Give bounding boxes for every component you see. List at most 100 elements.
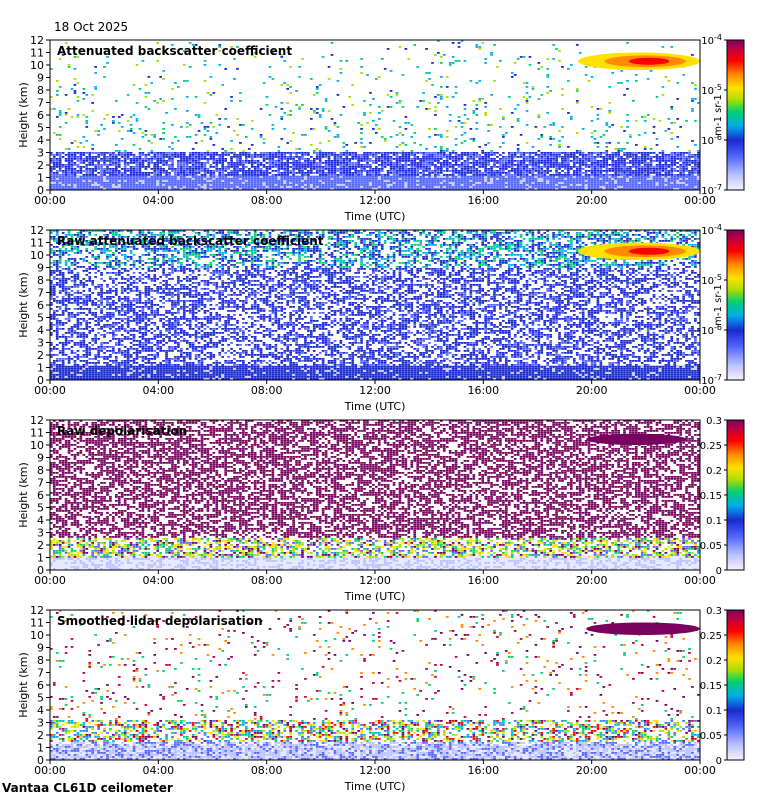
- x-tick-label: 12:00: [359, 574, 391, 587]
- colorbar-unit: m-1 sr-1: [713, 284, 724, 326]
- x-tick-label: 00:00: [34, 764, 66, 777]
- y-tick-label: 4: [37, 514, 44, 527]
- colorbar-tick-label: 0.1: [706, 516, 722, 527]
- y-tick-label: 1: [37, 172, 44, 185]
- colorbar-tick-label: 0.15: [700, 491, 722, 502]
- y-tick-label: 4: [37, 324, 44, 337]
- y-tick-label: 7: [37, 667, 44, 680]
- y-tick-label: 11: [30, 617, 44, 630]
- x-tick-label: 04:00: [142, 384, 174, 397]
- y-tick-label: 7: [37, 97, 44, 110]
- y-tick-label: 12: [30, 604, 44, 617]
- y-tick-label: 3: [37, 147, 44, 160]
- x-tick-label: 12:00: [359, 384, 391, 397]
- x-axis-label: Time (UTC): [344, 780, 406, 793]
- x-tick-label: 08:00: [251, 384, 283, 397]
- x-tick-label: 16:00: [467, 194, 499, 207]
- y-tick-label: 8: [37, 464, 44, 477]
- y-tick-label: 9: [37, 642, 44, 655]
- colorbar: [727, 610, 744, 760]
- panel-title: Raw attenuated backscatter coefficient: [57, 234, 324, 248]
- colorbar-tick-label: 10-4: [701, 33, 722, 47]
- x-tick-label: 04:00: [142, 574, 174, 587]
- x-tick-label: 04:00: [142, 764, 174, 777]
- x-tick-label: 12:00: [359, 194, 391, 207]
- y-tick-label: 5: [37, 692, 44, 705]
- y-tick-label: 11: [30, 237, 44, 250]
- x-tick-label: 00:00: [34, 384, 66, 397]
- y-tick-label: 5: [37, 122, 44, 135]
- x-tick-label: 20:00: [576, 764, 608, 777]
- colorbar-tick-label: 0.2: [706, 656, 722, 667]
- x-tick-label: 08:00: [251, 764, 283, 777]
- colorbar-tick-label: 0: [716, 756, 722, 767]
- y-tick-label: 5: [37, 312, 44, 325]
- panel-title: Smoothed lidar depolarisation: [57, 614, 263, 628]
- x-tick-label: 20:00: [576, 194, 608, 207]
- colorbar-tick-label: 0: [716, 566, 722, 577]
- y-tick-label: 7: [37, 477, 44, 490]
- colorbar-tick-label: 0.15: [700, 681, 722, 692]
- cirrus-cloud: [586, 434, 686, 445]
- chart-panel-4: Smoothed lidar depolarisation01234567891…: [17, 604, 744, 793]
- x-tick-label: 12:00: [359, 764, 391, 777]
- panel-title: Attenuated backscatter coefficient: [57, 44, 292, 58]
- x-tick-label: 00:00: [684, 574, 716, 587]
- colorbar-tick-label: 10-7: [701, 183, 722, 197]
- y-tick-label: 3: [37, 337, 44, 350]
- colorbar-tick-label: 10-7: [701, 373, 722, 387]
- y-tick-label: 10: [30, 439, 44, 452]
- colorbar-tick-label: 0.25: [700, 631, 722, 642]
- y-tick-label: 2: [37, 539, 44, 552]
- y-tick-label: 6: [37, 679, 44, 692]
- ceilometer-figure: Attenuated backscatter coefficient012345…: [0, 0, 780, 800]
- y-tick-label: 7: [37, 287, 44, 300]
- x-axis-label: Time (UTC): [344, 210, 406, 223]
- y-tick-label: 2: [37, 349, 44, 362]
- y-tick-label: 1: [37, 362, 44, 375]
- chart-panel-2: Raw attenuated backscatter coefficient01…: [17, 223, 744, 413]
- y-tick-label: 5: [37, 502, 44, 515]
- y-tick-label: 12: [30, 224, 44, 237]
- colorbar-tick-label: 0.3: [706, 416, 722, 427]
- x-axis-label: Time (UTC): [344, 400, 406, 413]
- x-tick-label: 20:00: [576, 384, 608, 397]
- colorbar-unit: m-1 sr-1: [713, 94, 724, 136]
- y-tick-label: 4: [37, 704, 44, 717]
- colorbar-tick-label: 0.05: [700, 541, 722, 552]
- colorbar: [727, 420, 744, 570]
- y-tick-label: 1: [37, 742, 44, 755]
- chart-panel-1: Attenuated backscatter coefficient012345…: [17, 33, 744, 223]
- panel-title: Raw depolarisation: [57, 424, 187, 438]
- y-axis-label: Height (km): [17, 272, 30, 338]
- colorbar: [727, 230, 744, 380]
- y-tick-label: 6: [37, 109, 44, 122]
- colorbar-tick-label: 0.1: [706, 706, 722, 717]
- y-tick-label: 1: [37, 552, 44, 565]
- x-tick-label: 08:00: [251, 574, 283, 587]
- y-tick-label: 4: [37, 134, 44, 147]
- y-tick-label: 3: [37, 527, 44, 540]
- colorbar: [727, 40, 744, 190]
- y-tick-label: 3: [37, 717, 44, 730]
- y-tick-label: 9: [37, 72, 44, 85]
- y-tick-label: 9: [37, 262, 44, 275]
- colorbar-tick-label: 0.05: [700, 731, 722, 742]
- cirrus-cloud: [578, 243, 700, 261]
- y-axis-label: Height (km): [17, 652, 30, 718]
- x-tick-label: 00:00: [34, 574, 66, 587]
- x-tick-label: 00:00: [34, 194, 66, 207]
- y-tick-label: 12: [30, 414, 44, 427]
- cirrus-cloud: [578, 53, 700, 71]
- x-tick-label: 00:00: [684, 764, 716, 777]
- cirrus-cloud: [586, 623, 700, 636]
- y-tick-label: 12: [30, 34, 44, 47]
- x-tick-label: 04:00: [142, 194, 174, 207]
- y-tick-label: 2: [37, 729, 44, 742]
- y-tick-label: 6: [37, 489, 44, 502]
- colorbar-tick-label: 10-4: [701, 223, 722, 237]
- y-tick-label: 11: [30, 47, 44, 60]
- x-tick-label: 16:00: [467, 574, 499, 587]
- x-tick-label: 20:00: [576, 574, 608, 587]
